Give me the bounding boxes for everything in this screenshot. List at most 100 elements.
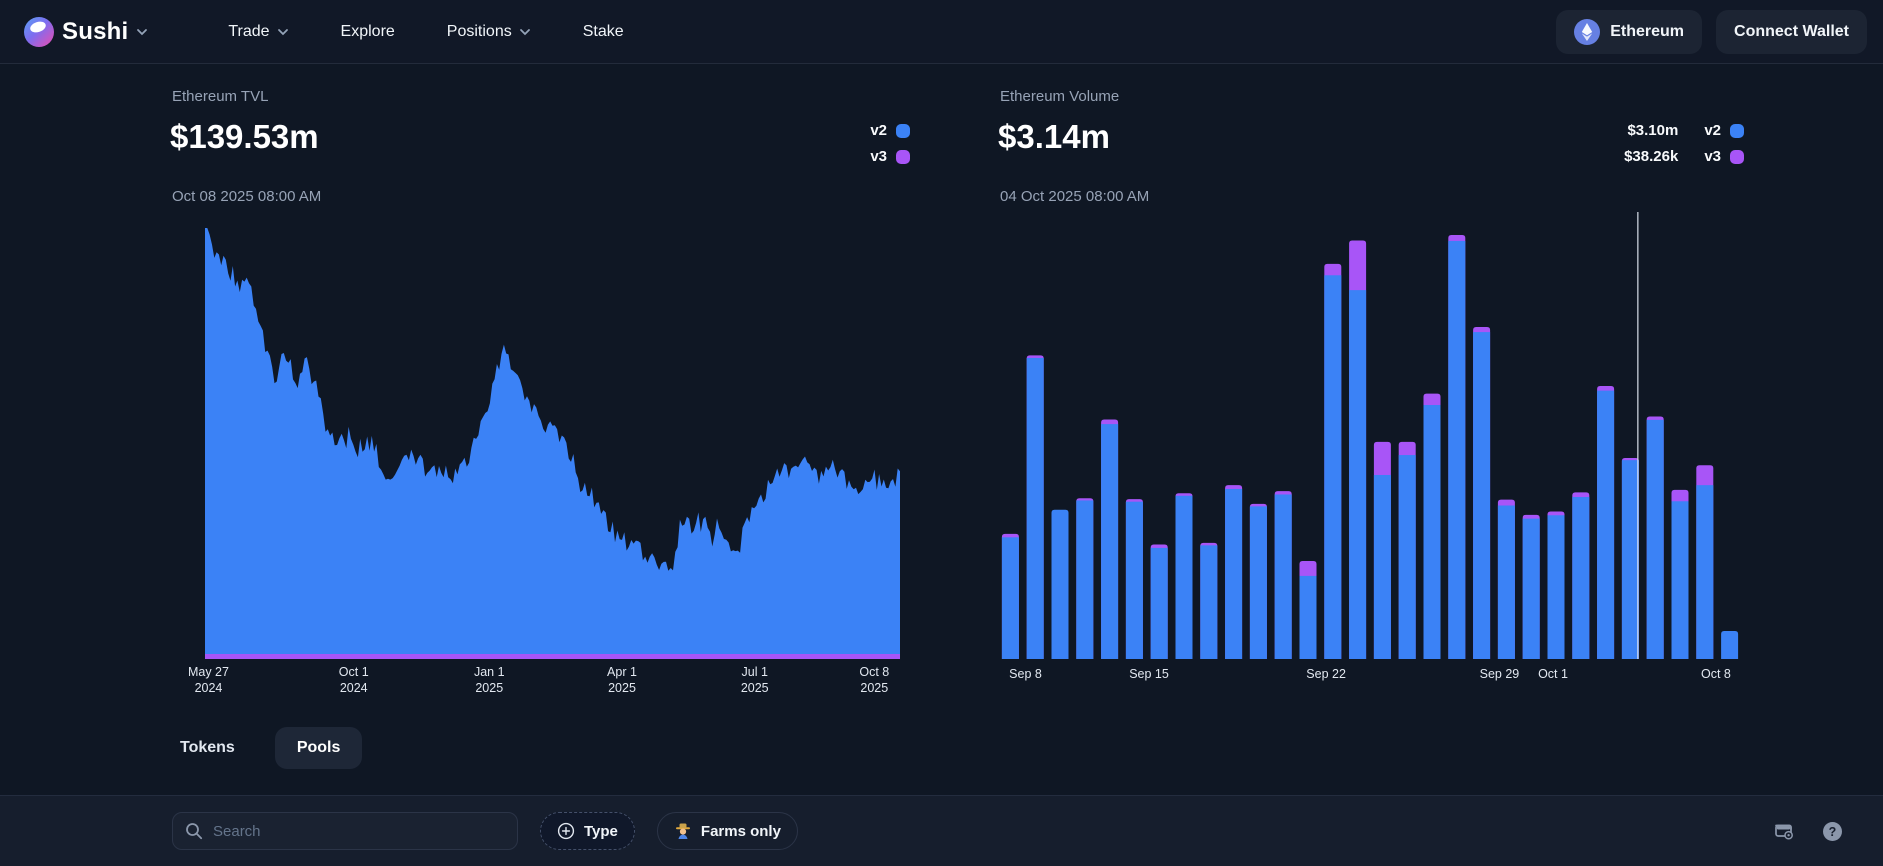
volume-bar-v2[interactable] [1497, 505, 1515, 659]
menu-item-stake[interactable]: Stake [583, 23, 624, 41]
volume-legend-v2-label: v2 [1704, 122, 1721, 139]
sushi-logo-icon [24, 16, 54, 47]
volume-bar-v2[interactable] [1051, 509, 1069, 659]
volume-bar-v2[interactable] [1572, 497, 1590, 659]
volume-bar-v2[interactable] [1200, 545, 1218, 659]
volume-bar-v2[interactable] [1274, 494, 1292, 659]
menu-item-explore-label: Explore [340, 22, 395, 40]
tab-pools[interactable]: Pools [274, 727, 363, 769]
network-label: Ethereum [1610, 22, 1685, 40]
volume-bar-v2[interactable] [1373, 474, 1391, 659]
tvl-panel-label: Ethereum TVL [172, 88, 269, 105]
volume-bar-v2[interactable] [1249, 506, 1267, 659]
type-filter-button[interactable]: Type [540, 812, 635, 850]
volume-bar-v2[interactable] [1324, 275, 1342, 659]
tvl-x-tick: May 27 2024 [187, 665, 229, 695]
tvl-date: Oct 08 2025 08:00 AM [172, 188, 322, 205]
connect-wallet-label: Connect Wallet [1734, 22, 1849, 40]
main-menu: Trade Explore Positions Stake [228, 23, 623, 41]
tvl-legend-v3: v3 [870, 148, 910, 165]
volume-bar-v2[interactable] [1101, 424, 1119, 659]
menu-item-stake-label: Stake [582, 22, 624, 40]
tvl-x-axis: May 27 2024 Oct 1 2024 Jan 1 2025 Apr 1 2025 Jul… [188, 665, 900, 699]
volume-bar-v2[interactable] [1125, 501, 1143, 659]
tvl-legend-v3-label: v3 [870, 148, 887, 165]
volume-bar-v2[interactable] [1398, 455, 1416, 659]
chevron-down-icon [519, 26, 531, 38]
volume-bar-v2[interactable] [1299, 575, 1317, 659]
volume-bar-chart[interactable] [998, 212, 1742, 659]
tvl-value: $139.53m [170, 118, 319, 155]
menu-item-positions-label: Positions [446, 22, 512, 40]
ethereum-icon [1574, 18, 1601, 45]
volume-bar-v2[interactable] [1597, 390, 1615, 659]
volume-bar-v2[interactable] [1547, 515, 1565, 659]
volume-bar-v2[interactable] [1646, 419, 1664, 659]
volume-bar-v2[interactable] [1522, 518, 1540, 659]
volume-bar-v2[interactable] [1225, 488, 1243, 659]
volume-bar-v2[interactable] [1448, 240, 1466, 659]
volume-x-tick: Sep 15 [1129, 667, 1169, 681]
network-selector-button[interactable]: Ethereum [1556, 9, 1703, 54]
volume-x-tick: Oct 1 [1538, 667, 1568, 681]
volume-x-axis: Sep 8 Sep 15 Sep 22 Sep 29 Oct 1 Oct 8 [998, 667, 1742, 687]
volume-legend: $3.10m v2 $38.26k v3 [1564, 122, 1744, 165]
volume-legend-v2: $3.10m v2 [1627, 122, 1744, 139]
wallet-settings-icon[interactable] [1773, 820, 1795, 842]
tab-tokens[interactable]: Tokens [180, 739, 235, 756]
tvl-x-tick: Apr 1 2025 [607, 665, 637, 695]
volume-bar-v2[interactable] [1621, 460, 1639, 659]
volume-x-tick: Oct 8 [1701, 667, 1731, 681]
tvl-legend-v2: v2 [870, 122, 910, 139]
volume-x-tick: Sep 22 [1306, 667, 1346, 681]
volume-bar-v2[interactable] [1671, 501, 1689, 659]
nav-right: Ethereum Connect Wallet [1556, 9, 1867, 54]
volume-bar-v2[interactable] [1150, 547, 1168, 659]
tvl-v3-strip [205, 654, 900, 659]
connect-wallet-button[interactable]: Connect Wallet [1716, 9, 1867, 54]
volume-date: 04 Oct 2025 08:00 AM [1000, 188, 1150, 205]
volume-legend-v3-value: $38.26k [1624, 148, 1679, 165]
type-filter-label: Type [584, 822, 618, 840]
tvl-x-tick: Oct 8 2025 [859, 665, 890, 695]
volume-bar-v2[interactable] [1696, 485, 1714, 659]
volume-legend-v3: $38.26k v3 [1624, 148, 1744, 165]
farmer-icon [674, 822, 692, 840]
volume-bar-v2[interactable] [1473, 332, 1491, 659]
help-icon[interactable]: ? [1821, 820, 1843, 842]
v3-legend-dot [1730, 149, 1744, 164]
tvl-x-tick: Jul 1 2025 [740, 665, 769, 695]
tvl-v2-area [205, 228, 900, 654]
svg-text:?: ? [1828, 825, 1836, 839]
farms-only-button[interactable]: Farms only [656, 812, 798, 850]
top-nav: Sushi Trade Explore Positions Stake [0, 0, 1883, 64]
volume-bar-v2[interactable] [1026, 357, 1044, 659]
v3-legend-dot [896, 149, 910, 164]
volume-bar-v2[interactable] [1721, 631, 1739, 659]
sushi-brand[interactable]: Sushi [24, 16, 148, 47]
filter-bar-icons: ? [1773, 820, 1843, 842]
plus-circle-icon [557, 822, 575, 840]
volume-x-tick: Sep 8 [1009, 667, 1042, 681]
menu-item-explore[interactable]: Explore [341, 23, 395, 41]
volume-value: $3.14m [998, 118, 1110, 155]
menu-item-trade-label: Trade [228, 22, 270, 40]
tvl-x-tick: Jan 1 2025 [473, 665, 505, 695]
volume-panel-label: Ethereum Volume [1000, 88, 1120, 105]
volume-x-tick: Sep 29 [1479, 667, 1520, 681]
volume-bar-v2[interactable] [1001, 537, 1019, 659]
farms-only-label: Farms only [700, 822, 781, 840]
volume-bar-v2[interactable] [1175, 495, 1193, 659]
volume-bar-v2[interactable] [1076, 500, 1094, 659]
menu-item-positions[interactable]: Positions [447, 23, 531, 41]
search-input[interactable] [213, 822, 505, 840]
volume-legend-v3-label: v3 [1704, 148, 1721, 165]
search-box[interactable] [172, 812, 518, 850]
search-icon [185, 822, 203, 840]
menu-item-trade[interactable]: Trade [228, 23, 288, 41]
volume-bar-v2[interactable] [1349, 290, 1367, 659]
table-tabs: Tokens Pools [158, 727, 363, 769]
tvl-legend-v2-label: v2 [870, 122, 887, 139]
tvl-area-chart[interactable] [205, 228, 900, 659]
volume-bar-v2[interactable] [1423, 405, 1441, 659]
